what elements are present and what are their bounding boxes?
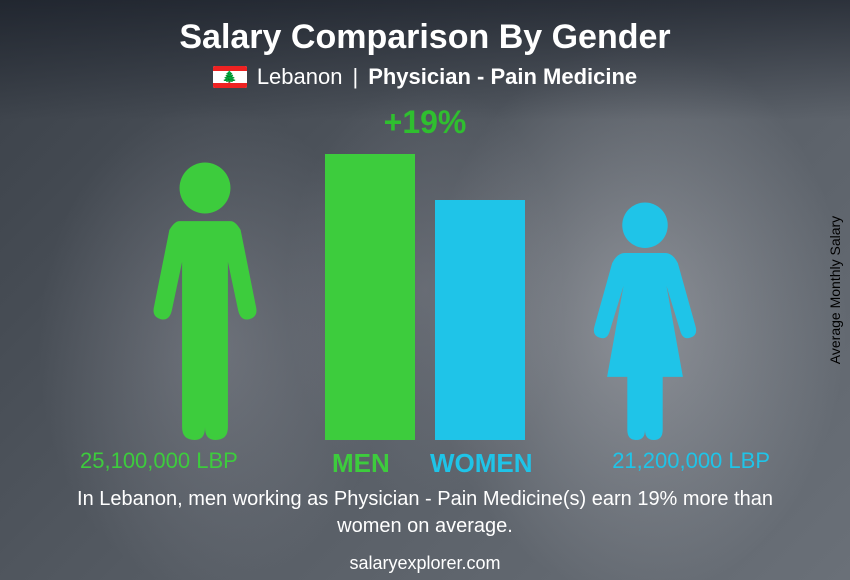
country-label: Lebanon bbox=[257, 64, 343, 90]
bar-women bbox=[435, 200, 525, 440]
percent-difference: +19% bbox=[0, 104, 850, 141]
women-label: WOMEN bbox=[430, 448, 533, 479]
chart-area bbox=[80, 140, 770, 440]
footer-source: salaryexplorer.com bbox=[0, 553, 850, 574]
men-label: MEN bbox=[332, 448, 390, 479]
y-axis-label: Average Monthly Salary bbox=[827, 216, 843, 364]
woman-icon bbox=[580, 200, 710, 440]
page-title: Salary Comparison By Gender bbox=[0, 18, 850, 57]
man-icon bbox=[140, 160, 270, 440]
job-label: Physician - Pain Medicine bbox=[368, 64, 637, 90]
subtitle-row: 🌲 Lebanon | Physician - Pain Medicine bbox=[0, 64, 850, 90]
y-axis-label-wrap: Average Monthly Salary bbox=[820, 0, 850, 580]
cedar-tree-icon: 🌲 bbox=[222, 71, 237, 83]
men-salary-value: 25,100,000 LBP bbox=[80, 448, 238, 474]
lebanon-flag-icon: 🌲 bbox=[213, 66, 247, 88]
women-salary-value: 21,200,000 LBP bbox=[612, 448, 770, 474]
separator: | bbox=[352, 64, 358, 90]
bar-men bbox=[325, 154, 415, 440]
description-text: In Lebanon, men working as Physician - P… bbox=[60, 486, 790, 540]
labels-row: 25,100,000 LBP MEN WOMEN 21,200,000 LBP bbox=[80, 448, 770, 478]
